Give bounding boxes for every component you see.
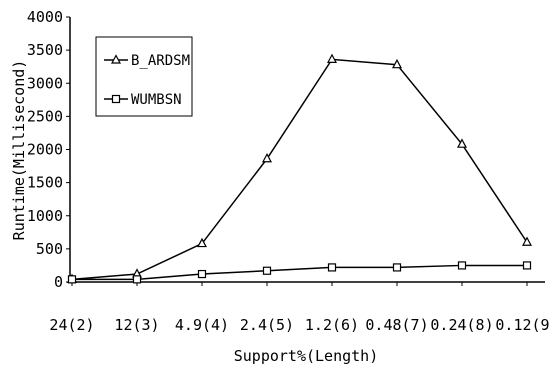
- x-tick-label: 12(3): [114, 316, 159, 334]
- y-tick-label: 1000: [27, 207, 63, 225]
- y-tick-label: 2000: [27, 141, 63, 159]
- y-tick-label: 1500: [27, 174, 63, 192]
- x-tick-label: 0.24(8): [430, 316, 493, 334]
- y-ticks: 0 500 1000 1500 2000 2500 3000 3500 4000: [27, 8, 70, 291]
- x-tick-label: 2.4(5): [240, 316, 294, 334]
- data-point: [391, 58, 403, 69]
- series-line: [71, 58, 528, 281]
- legend-label: WUMBSN: [131, 92, 182, 108]
- data-point: [67, 275, 77, 284]
- data-point: [522, 236, 532, 246]
- data-point: [327, 53, 337, 64]
- legend-marker: [111, 54, 121, 64]
- y-tick-label: 2500: [27, 107, 63, 125]
- data-point: [392, 263, 402, 272]
- y-axis-title: Runtime(Millisecond): [10, 60, 28, 241]
- data-point: [522, 261, 532, 270]
- legend-entry: WUMBSN: [104, 92, 182, 108]
- y-tick-label: 3000: [27, 74, 63, 92]
- data-point: [457, 261, 467, 270]
- x-tick-label: 0.48(7): [365, 316, 428, 334]
- y-tick-label: 500: [36, 240, 63, 258]
- data-point: [457, 138, 467, 148]
- y-tick-label: 3500: [27, 41, 63, 59]
- series-line: [72, 264, 527, 281]
- data-point: [132, 275, 142, 284]
- x-ticks: 24(2) 12(3) 4.9(4) 2.4(5) 1.2(6) 0.48(7) 0.24(…: [49, 282, 552, 334]
- data-point: [262, 266, 272, 275]
- legend: B_ARDSM WUMBSN: [95, 36, 193, 117]
- data-point: [327, 263, 337, 272]
- x-tick-label: 1.2(6): [305, 316, 359, 334]
- legend-marker: [111, 94, 121, 104]
- x-tick-label: 4.9(4): [175, 316, 229, 334]
- x-axis-title: Support%(Length): [234, 347, 379, 365]
- x-tick-label: 24(2): [49, 316, 94, 334]
- data-point: [197, 269, 207, 279]
- series-layer: [67, 53, 532, 284]
- legend-entry: B_ARDSM: [104, 53, 190, 69]
- y-tick-label: 4000: [27, 8, 63, 26]
- data-point: [262, 152, 272, 163]
- y-tick-label: 0: [54, 273, 63, 291]
- legend-label: B_ARDSM: [131, 53, 190, 69]
- series-wumbsn: [67, 261, 532, 284]
- x-tick-label: 0.12(9): [495, 316, 552, 334]
- data-point: [197, 237, 207, 248]
